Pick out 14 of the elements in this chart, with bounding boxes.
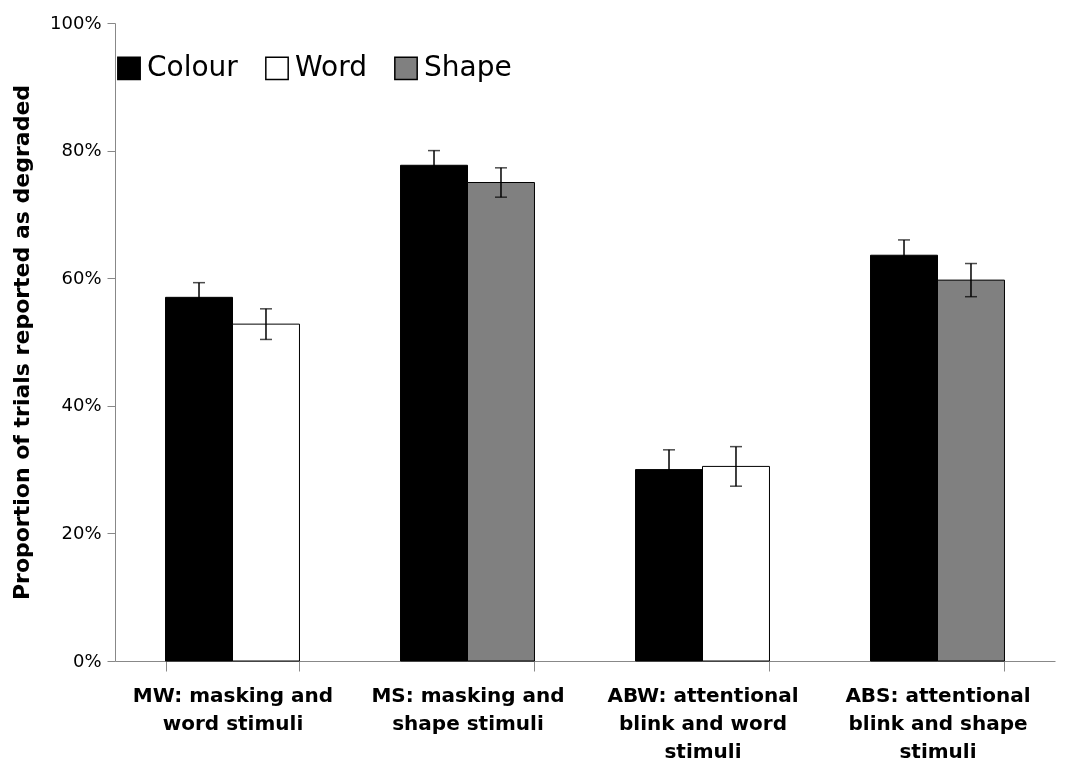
y-tick-label: 100% xyxy=(50,11,102,33)
y-tick-label: 40% xyxy=(61,394,102,416)
y-axis-title: Proportion of trials reported as degraded xyxy=(9,84,35,601)
y-tick-label: 20% xyxy=(61,521,102,543)
x-tick-label: MS: masking and shape stimuli xyxy=(371,682,565,735)
y-tick-label: 0% xyxy=(72,649,102,671)
legend-label: Word xyxy=(295,50,367,84)
x-tick-label: ABW: attentional blink and word stimuli xyxy=(607,682,799,763)
legend-label: Colour xyxy=(147,50,239,84)
y-tick-label: 80% xyxy=(61,139,102,161)
y-tick-label: 60% xyxy=(61,266,102,288)
legend-label: Shape xyxy=(424,50,512,84)
x-tick-label: MW: masking and word stimuli xyxy=(132,682,334,735)
x-tick-label: ABS: attentional blink and shape stimuli xyxy=(845,682,1031,763)
